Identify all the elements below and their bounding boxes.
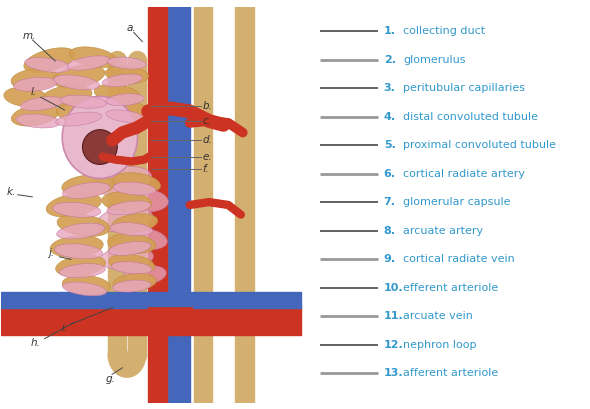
Ellipse shape bbox=[109, 254, 155, 274]
Text: glomerular capsule: glomerular capsule bbox=[403, 197, 510, 207]
Ellipse shape bbox=[62, 175, 115, 196]
Ellipse shape bbox=[106, 110, 144, 122]
Ellipse shape bbox=[67, 56, 110, 70]
Text: 8.: 8. bbox=[384, 226, 396, 236]
Text: collecting duct: collecting duct bbox=[403, 26, 485, 36]
Text: 13.: 13. bbox=[384, 368, 404, 378]
Ellipse shape bbox=[55, 244, 103, 259]
Ellipse shape bbox=[25, 58, 71, 72]
Ellipse shape bbox=[16, 114, 60, 128]
Text: arcuate artery: arcuate artery bbox=[403, 226, 483, 236]
Ellipse shape bbox=[122, 228, 168, 250]
Text: cortical radiate vein: cortical radiate vein bbox=[403, 254, 515, 264]
Ellipse shape bbox=[42, 85, 92, 106]
Ellipse shape bbox=[113, 182, 156, 195]
Ellipse shape bbox=[100, 246, 153, 270]
Ellipse shape bbox=[69, 47, 117, 67]
Text: proximal convoluted tubule: proximal convoluted tubule bbox=[403, 140, 556, 150]
Ellipse shape bbox=[14, 77, 57, 91]
Ellipse shape bbox=[63, 275, 110, 295]
Ellipse shape bbox=[50, 236, 103, 257]
Text: d.: d. bbox=[202, 135, 212, 145]
Ellipse shape bbox=[21, 97, 64, 110]
Ellipse shape bbox=[102, 192, 152, 212]
Ellipse shape bbox=[11, 104, 59, 126]
Ellipse shape bbox=[113, 273, 156, 291]
Ellipse shape bbox=[55, 112, 101, 126]
Text: 2.: 2. bbox=[384, 55, 396, 65]
Text: h.: h. bbox=[30, 338, 40, 348]
Text: l.: l. bbox=[30, 87, 37, 97]
Ellipse shape bbox=[63, 182, 110, 198]
Text: m.: m. bbox=[22, 31, 36, 41]
Text: 5.: 5. bbox=[384, 140, 396, 150]
Ellipse shape bbox=[109, 242, 151, 255]
Ellipse shape bbox=[11, 69, 59, 90]
Text: c.: c. bbox=[202, 116, 211, 126]
Ellipse shape bbox=[93, 166, 152, 195]
Text: glomerulus: glomerulus bbox=[403, 55, 466, 65]
Text: distal convoluted tubule: distal convoluted tubule bbox=[403, 112, 538, 121]
Ellipse shape bbox=[112, 262, 152, 274]
Text: 7.: 7. bbox=[384, 197, 396, 207]
Ellipse shape bbox=[112, 213, 158, 233]
Ellipse shape bbox=[94, 84, 140, 103]
Ellipse shape bbox=[108, 234, 156, 254]
Ellipse shape bbox=[107, 103, 147, 120]
Ellipse shape bbox=[4, 87, 47, 107]
Polygon shape bbox=[117, 355, 136, 368]
Ellipse shape bbox=[110, 222, 153, 236]
Ellipse shape bbox=[122, 265, 166, 285]
Ellipse shape bbox=[120, 189, 168, 212]
Ellipse shape bbox=[53, 202, 101, 217]
Ellipse shape bbox=[102, 74, 142, 87]
Text: afferent arteriole: afferent arteriole bbox=[403, 368, 499, 378]
Ellipse shape bbox=[57, 214, 110, 236]
Ellipse shape bbox=[24, 48, 76, 72]
Ellipse shape bbox=[57, 103, 104, 124]
Ellipse shape bbox=[63, 282, 106, 296]
Text: g.: g. bbox=[106, 374, 116, 384]
Text: cortical radiate artery: cortical radiate artery bbox=[403, 169, 525, 179]
Text: 4.: 4. bbox=[384, 112, 396, 121]
Text: f.: f. bbox=[202, 164, 209, 174]
Ellipse shape bbox=[46, 193, 101, 217]
Text: i.: i. bbox=[61, 323, 67, 333]
Ellipse shape bbox=[55, 255, 106, 276]
Text: 11.: 11. bbox=[384, 311, 404, 321]
Ellipse shape bbox=[106, 94, 144, 106]
Text: b.: b. bbox=[202, 101, 212, 112]
Text: a.: a. bbox=[127, 23, 136, 33]
Ellipse shape bbox=[105, 66, 149, 83]
Ellipse shape bbox=[107, 57, 146, 69]
Ellipse shape bbox=[113, 173, 160, 193]
Text: j.: j. bbox=[48, 248, 54, 258]
Text: 9.: 9. bbox=[384, 254, 396, 264]
Text: 10.: 10. bbox=[384, 283, 404, 292]
Text: peritubular capillaries: peritubular capillaries bbox=[403, 83, 525, 93]
Text: k.: k. bbox=[6, 187, 15, 198]
Ellipse shape bbox=[57, 223, 104, 239]
Ellipse shape bbox=[107, 201, 151, 215]
Text: efferent arteriole: efferent arteriole bbox=[403, 283, 499, 292]
Ellipse shape bbox=[113, 280, 151, 292]
Text: nephron loop: nephron loop bbox=[403, 339, 477, 350]
Text: 3.: 3. bbox=[384, 83, 396, 93]
Text: 1.: 1. bbox=[384, 26, 396, 36]
Text: e.: e. bbox=[202, 152, 212, 162]
Ellipse shape bbox=[60, 95, 107, 108]
Circle shape bbox=[83, 130, 117, 164]
Ellipse shape bbox=[54, 75, 100, 90]
Ellipse shape bbox=[53, 65, 105, 88]
Text: 12.: 12. bbox=[384, 339, 404, 350]
Ellipse shape bbox=[62, 97, 137, 178]
Ellipse shape bbox=[97, 207, 153, 232]
Text: 6.: 6. bbox=[384, 169, 396, 179]
Ellipse shape bbox=[60, 264, 106, 278]
Text: arcuate vein: arcuate vein bbox=[403, 311, 473, 321]
